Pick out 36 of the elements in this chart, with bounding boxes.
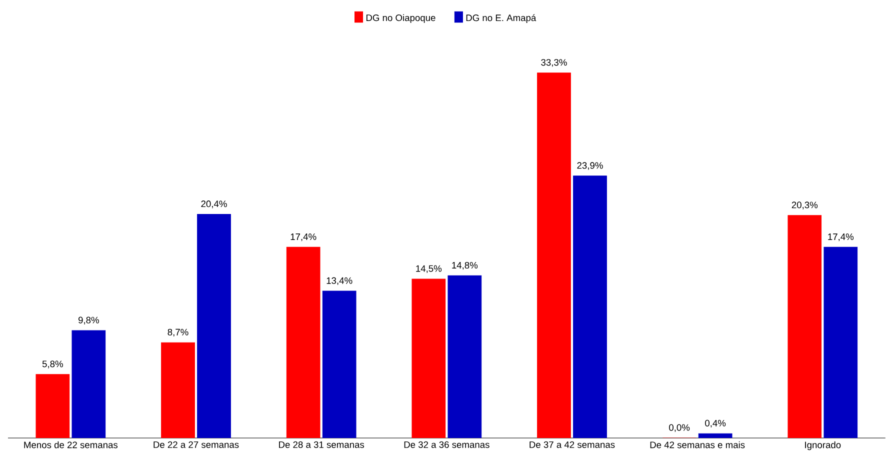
data-label: 14,8% <box>452 262 478 270</box>
legend-label: DG no E. Amapá <box>466 14 536 23</box>
data-label: 14,5% <box>416 265 442 273</box>
data-label: 13,4% <box>326 277 352 286</box>
data-label: 8,7% <box>168 328 188 337</box>
data-label: 17,4% <box>290 233 316 242</box>
bar <box>286 246 320 438</box>
x-tick-label: De 42 semanas e mais <box>650 441 745 448</box>
bar <box>698 433 732 438</box>
bar <box>448 275 482 438</box>
bar <box>36 374 70 438</box>
data-label: 23,9% <box>577 162 603 170</box>
data-label: 0,4% <box>705 420 726 428</box>
x-tick-label: De 28 a 31 semanas <box>279 441 364 448</box>
legend-label: DG no Oiapoque <box>366 14 436 23</box>
data-label: 20,3% <box>792 202 818 210</box>
x-tick-label: De 32 a 36 semanas <box>404 441 490 448</box>
bar <box>322 290 356 438</box>
bar <box>197 214 231 438</box>
data-label: 5,8% <box>42 360 63 368</box>
data-label: 9,8% <box>78 316 99 324</box>
x-tick-label: De 22 a 27 semanas <box>154 441 239 448</box>
data-label: 20,4% <box>201 200 227 208</box>
x-tick-label: De 37 a 42 semanas <box>530 441 615 448</box>
bar <box>161 342 195 438</box>
x-tick-label: Ignorado <box>805 441 841 450</box>
data-label: 17,4% <box>828 233 854 242</box>
bar <box>72 330 106 438</box>
bar <box>537 72 571 438</box>
x-tick-label: Menos de 22 semanas <box>24 441 118 448</box>
bar <box>824 246 858 438</box>
bar <box>788 215 822 438</box>
bar <box>412 278 446 438</box>
data-label: 33,3% <box>541 59 567 67</box>
data-label: 0,0% <box>669 424 690 432</box>
bar <box>573 176 607 438</box>
